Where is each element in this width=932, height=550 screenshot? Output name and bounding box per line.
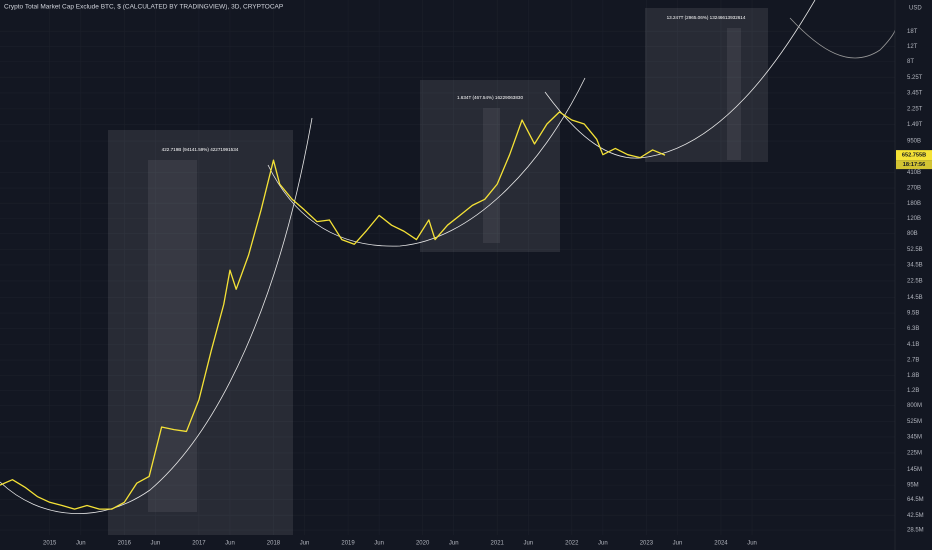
x-tick-label: Jun (374, 541, 384, 547)
countdown-tag (896, 160, 932, 170)
price-line (0, 111, 666, 510)
y-tick-label: 22.5B (907, 278, 923, 284)
y-tick-label: 525M (907, 419, 922, 425)
y-tick-label: 80B (907, 231, 918, 237)
projection-curve (789, 17, 896, 59)
y-tick-label: 6.3B (907, 326, 919, 332)
y-tick-label: 5.25T (907, 75, 923, 81)
y-tick-label: 12T (907, 44, 918, 50)
y-tick-label: 345M (907, 435, 922, 441)
y-tick-label: 52.5B (907, 247, 923, 253)
grid (0, 0, 895, 535)
x-tick-label: Jun (151, 541, 161, 547)
countdown-label: 18:17:56 (903, 162, 925, 168)
y-tick-label: 120B (907, 216, 921, 222)
x-tick-label: Jun (523, 541, 533, 547)
y-tick-label: 1.2B (907, 388, 919, 394)
x-tick-label: Jun (747, 541, 757, 547)
y-unit: USD (909, 6, 922, 12)
price-tag-label: 652.755B (902, 153, 926, 159)
y-axis-panel (895, 0, 932, 550)
x-tick-label: 2024 (714, 541, 728, 547)
x-tick-label: 2021 (491, 541, 505, 547)
y-tick-label: 1.8B (907, 373, 919, 379)
measure-band (148, 160, 197, 512)
x-tick-label: Jun (449, 541, 459, 547)
y-tick-label: 14.5B (907, 295, 923, 301)
y-tick-label: 180B (907, 201, 921, 207)
y-tick-label: 42.5M (907, 513, 924, 519)
x-tick-label: 2023 (640, 541, 654, 547)
measure-box (420, 80, 560, 252)
x-tick-label: 2018 (267, 541, 281, 547)
x-tick-label: 2017 (192, 541, 206, 547)
y-tick-label: 145M (907, 467, 922, 473)
x-tick-label: 2016 (118, 541, 132, 547)
y-tick-label: 4.1B (907, 342, 919, 348)
y-tick-label: 3.45T (907, 90, 923, 96)
measure-band (483, 108, 500, 243)
measure-box (108, 130, 293, 535)
trend-curve (0, 117, 313, 514)
y-tick-label: 225M (907, 451, 922, 457)
chart-title: Crypto Total Market Cap Exclude BTC, $ (… (4, 4, 283, 11)
y-tick-label: 28.5M (907, 528, 924, 534)
x-tick-label: 2019 (341, 541, 355, 547)
y-tick-label: 34.5B (907, 263, 923, 269)
x-tick-label: Jun (225, 541, 235, 547)
x-tick-label: 2022 (565, 541, 579, 547)
y-tick-label: 64.5M (907, 497, 924, 503)
plot (0, 111, 666, 510)
y-tick-label: 18T (907, 29, 918, 35)
y-tick-label: 410B (907, 170, 921, 176)
measure-label: 422.719B (94141.59%) 42271991534 (162, 147, 239, 152)
y-tick-label: 950B (907, 139, 921, 145)
y-tick-label: 270B (907, 186, 921, 192)
measure-label: 1.634T (467.54%) 16229063830 (457, 95, 524, 100)
y-tick-label: 2.25T (907, 106, 923, 112)
x-tick-label: Jun (76, 541, 86, 547)
measure-box (645, 8, 768, 162)
y-tick-label: 800M (907, 403, 922, 409)
y-tick-label: 8T (907, 59, 914, 65)
trend-curve (267, 77, 586, 247)
x-tick-label: Jun (300, 541, 310, 547)
measure-label: 13.247T (2965.06%) 13246613932614 (667, 15, 746, 20)
measure-band (727, 28, 741, 160)
price-tag (896, 150, 932, 161)
x-tick-label: 2020 (416, 541, 430, 547)
axes: 18T 12T 8T 5.25T 3.45T 2.25T 1.49T 950B 410B 270B… (43, 29, 932, 547)
y-tick-label: 2.7B (907, 358, 919, 364)
y-tick-label: 95M (907, 483, 919, 489)
x-tick-label: 2015 (43, 541, 57, 547)
y-tick-label: 9.5B (907, 311, 919, 317)
x-tick-label: Jun (598, 541, 608, 547)
y-tick-label: 1.49T (907, 122, 923, 128)
x-tick-label: Jun (673, 541, 683, 547)
